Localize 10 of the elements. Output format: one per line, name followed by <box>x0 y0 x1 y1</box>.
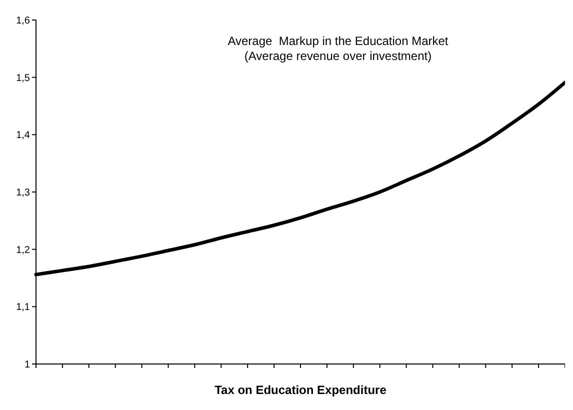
y-tick-label: 1,3 <box>16 188 30 199</box>
y-tick-label: 1 <box>24 360 30 371</box>
x-axis-title: Tax on Education Expenditure <box>214 383 387 397</box>
y-tick-label: 1,2 <box>16 244 30 256</box>
y-tick-label: 1,6 <box>16 16 30 27</box>
text: Average Markup in the Education Market <box>226 34 450 49</box>
y-tick-label: 1,5 <box>16 72 30 84</box>
y-tick-label: 1,4 <box>16 130 30 142</box>
text: (Average revenue over investment) <box>243 49 433 64</box>
y-tick-label: 1,1 <box>16 302 30 314</box>
